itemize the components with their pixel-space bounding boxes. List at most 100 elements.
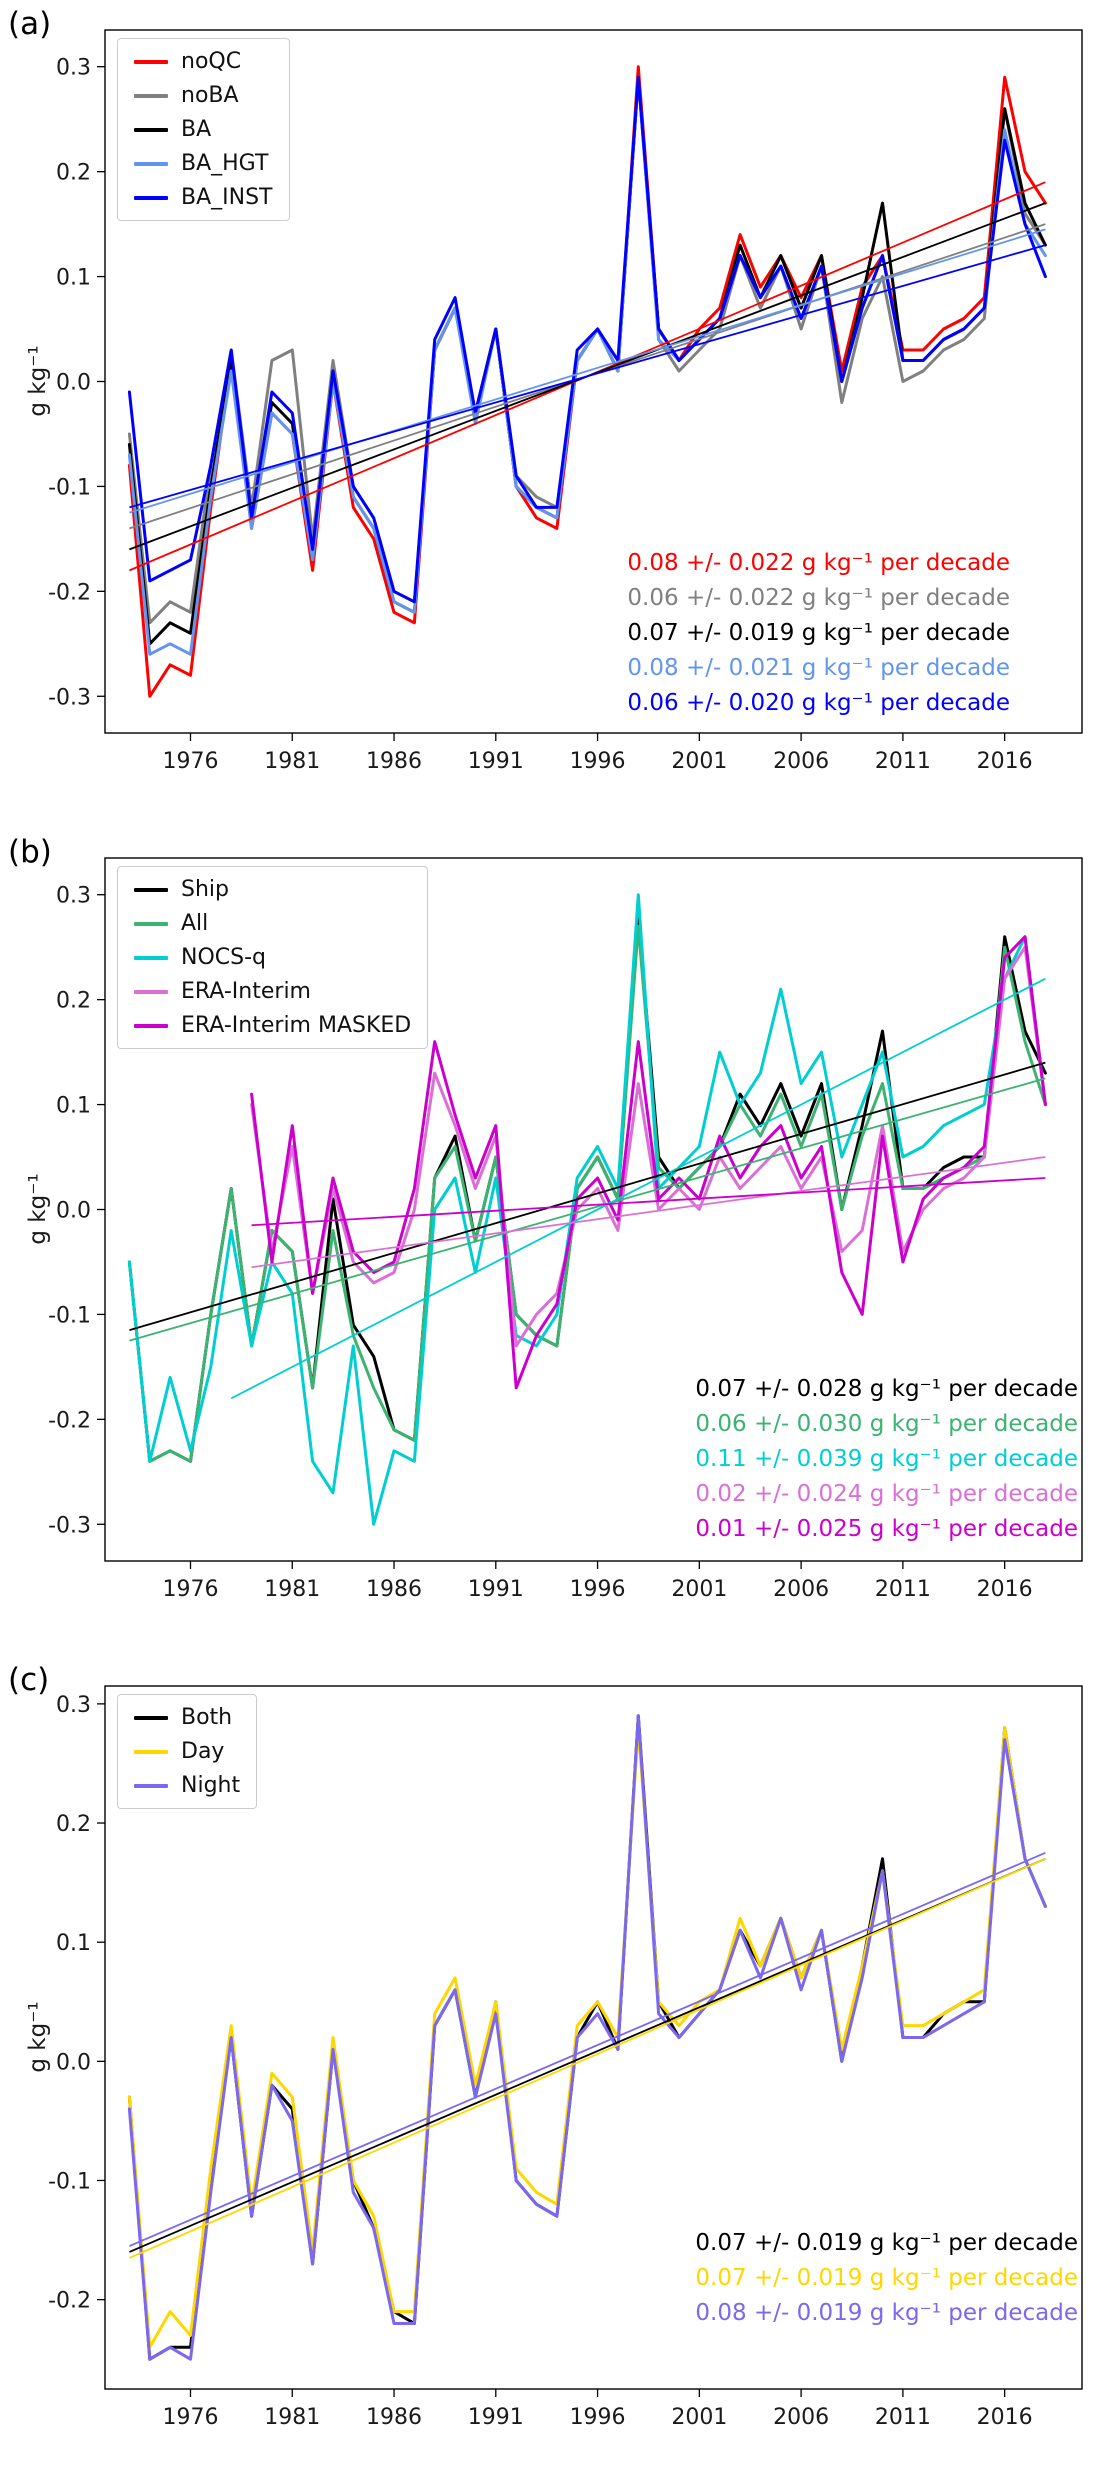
trend-annotation-Night: 0.08 +/- 0.019 g kg⁻¹ per decade <box>695 2300 1078 2326</box>
legend-swatch-BA_INST <box>134 195 168 200</box>
legend-item-ERA-Interim-MASKED: ERA-Interim MASKED <box>134 1013 411 1038</box>
legend-label: BA_HGT <box>181 151 269 176</box>
x-tick-label: 2006 <box>773 1577 829 1602</box>
plot-c: 1976 1981 1986 1991 1996 2001 2006 2011 2016 -0.2… <box>48 1685 1083 2430</box>
y-tick-label: -0.1 <box>48 1303 91 1328</box>
legend-swatch-Ship <box>134 887 168 892</box>
y-tick-label: 0.3 <box>56 56 91 81</box>
panel-a: (a) g kg⁻¹ 1976 1981 1986 1991 1996 2001 2006 2… <box>0 0 1109 828</box>
legend-label: NOCS-q <box>181 945 267 970</box>
trend-line-BA_INST <box>129 244 1046 509</box>
legend-label: ERA-Interim <box>181 979 311 1004</box>
series-line-All <box>127 924 1047 1463</box>
y-tick-label: -0.3 <box>48 1513 91 1538</box>
axes-box <box>104 29 1083 734</box>
x-tick-label: 2011 <box>875 749 931 774</box>
trend-annotation-Both: 0.07 +/- 0.019 g kg⁻¹ per decade <box>695 2230 1078 2256</box>
legend-swatch-Both <box>134 1715 168 1720</box>
trend-annotation-BA: 0.07 +/- 0.019 g kg⁻¹ per decade <box>627 620 1010 646</box>
legend-swatch-noBA <box>134 93 168 98</box>
x-tick-label: 2001 <box>671 749 727 774</box>
legend-item-ERA-Interim: ERA-Interim <box>134 979 411 1004</box>
y-tick-label: -0.2 <box>48 580 91 605</box>
trend-annotation-Day: 0.07 +/- 0.019 g kg⁻¹ per decade <box>695 2265 1078 2291</box>
series-line-Night <box>127 1714 1047 2361</box>
x-tick-label: 2011 <box>875 2405 931 2430</box>
legend-label: noQC <box>181 49 242 74</box>
legend-label: Ship <box>181 877 229 902</box>
y-tick-label: 0.3 <box>56 884 91 909</box>
y-tick-label: -0.1 <box>48 2169 91 2194</box>
legend-item-Both: Both <box>134 1705 240 1730</box>
x-tick-label: 2006 <box>773 749 829 774</box>
legend-item-Night: Night <box>134 1773 240 1798</box>
trend-annotations-b: 0.07 +/- 0.028 g kg⁻¹ per decade 0.06 +/-… <box>695 1372 1078 1547</box>
legend-swatch-ERA-Interim-MASKED <box>134 1023 168 1028</box>
x-tick-label: 1976 <box>162 1577 218 1602</box>
x-tick-label: 2016 <box>977 749 1033 774</box>
series-line-BA_INST <box>127 75 1047 604</box>
panel-label-a: (a) <box>8 6 52 42</box>
y-tick-label: 0.0 <box>56 2050 91 2075</box>
legend-item-noBA: noBA <box>134 83 273 108</box>
axes-box <box>104 857 1083 1562</box>
x-tick-label: 1981 <box>264 1577 320 1602</box>
x-tick-label: 1981 <box>264 749 320 774</box>
plot-b: 1976 1981 1986 1991 1996 2001 2006 2011 2016 -0.3… <box>48 857 1083 1602</box>
x-tick-label: 2011 <box>875 1577 931 1602</box>
plot-a: 1976 1981 1986 1991 1996 2001 2006 2011 2016 -0.3… <box>48 29 1083 774</box>
legend-item-Day: Day <box>134 1739 240 1764</box>
legend-b: Ship All NOCS-q ERA-Interim ERA-Interim MASK… <box>117 866 429 1049</box>
legend-label: All <box>181 911 209 936</box>
series-line-NOCS-q <box>127 893 1047 1526</box>
trend-line-ERA-Interim-MASKED <box>251 1177 1046 1227</box>
y-tick-label: 0.2 <box>56 989 91 1014</box>
trend-line-BA_HGT <box>129 228 1046 514</box>
x-tick-label: 1986 <box>366 749 422 774</box>
legend-item-NOCS-q: NOCS-q <box>134 945 411 970</box>
legend-c: Both Day Night <box>117 1694 258 1809</box>
trend-line-All <box>129 1077 1046 1342</box>
trend-annotation-ERA-Interim: 0.02 +/- 0.024 g kg⁻¹ per decade <box>695 1481 1078 1507</box>
axes-box <box>104 1685 1083 2390</box>
legend-label: noBA <box>181 83 239 108</box>
trend-line-ERA-Interim <box>251 1156 1046 1269</box>
legend-item-Ship: Ship <box>134 877 411 902</box>
legend-label: ERA-Interim MASKED <box>181 1013 412 1038</box>
x-tick-label: 1976 <box>162 749 218 774</box>
trend-annotation-Ship: 0.07 +/- 0.028 g kg⁻¹ per decade <box>695 1376 1078 1402</box>
legend-swatch-NOCS-q <box>134 955 168 960</box>
legend-label: Day <box>181 1739 225 1764</box>
legend-label: BA_INST <box>181 185 273 210</box>
x-tick-label: 2001 <box>671 2405 727 2430</box>
trend-annotation-BA_HGT: 0.08 +/- 0.021 g kg⁻¹ per decade <box>627 655 1010 681</box>
y-tick-label: -0.2 <box>48 1408 91 1433</box>
trend-annotation-NOCS-q: 0.11 +/- 0.039 g kg⁻¹ per decade <box>695 1446 1078 1472</box>
trend-line-Ship <box>129 1061 1046 1332</box>
legend-swatch-All <box>134 921 168 926</box>
y-tick-label: 0.1 <box>56 1931 91 1956</box>
trend-annotation-All: 0.06 +/- 0.030 g kg⁻¹ per decade <box>695 1411 1078 1437</box>
panel-label-b: (b) <box>8 834 52 870</box>
legend-swatch-ERA-Interim <box>134 989 168 994</box>
trend-annotations-c: 0.07 +/- 0.019 g kg⁻¹ per decade 0.07 +/-… <box>695 2226 1078 2331</box>
y-tick-label: 0.1 <box>56 1094 91 1119</box>
legend-label: Night <box>181 1773 241 1798</box>
x-tick-label: 1996 <box>570 749 626 774</box>
legend-label: Both <box>181 1705 233 1730</box>
y-tick-label: 0.0 <box>56 1199 91 1224</box>
x-tick-label: 1986 <box>366 1577 422 1602</box>
panel-label-c: (c) <box>8 1662 50 1698</box>
legend-item-BA_INST: BA_INST <box>134 185 273 210</box>
x-tick-label: 1996 <box>570 2405 626 2430</box>
legend-swatch-Night <box>134 1783 168 1788</box>
panel-c: (c) g kg⁻¹ 1976 1981 1986 1991 1996 2001 2006 2… <box>0 1656 1109 2484</box>
panel-b: (b) g kg⁻¹ 1976 1981 1986 1991 1996 2001 2006 2… <box>0 828 1109 1656</box>
y-tick-label: 0.3 <box>56 1693 91 1718</box>
x-tick-label: 1991 <box>468 1577 524 1602</box>
x-tick-label: 1986 <box>366 2405 422 2430</box>
trend-line-NOCS-q <box>230 977 1046 1400</box>
legend-item-noQC: noQC <box>134 49 273 74</box>
x-tick-label: 2016 <box>977 1577 1033 1602</box>
